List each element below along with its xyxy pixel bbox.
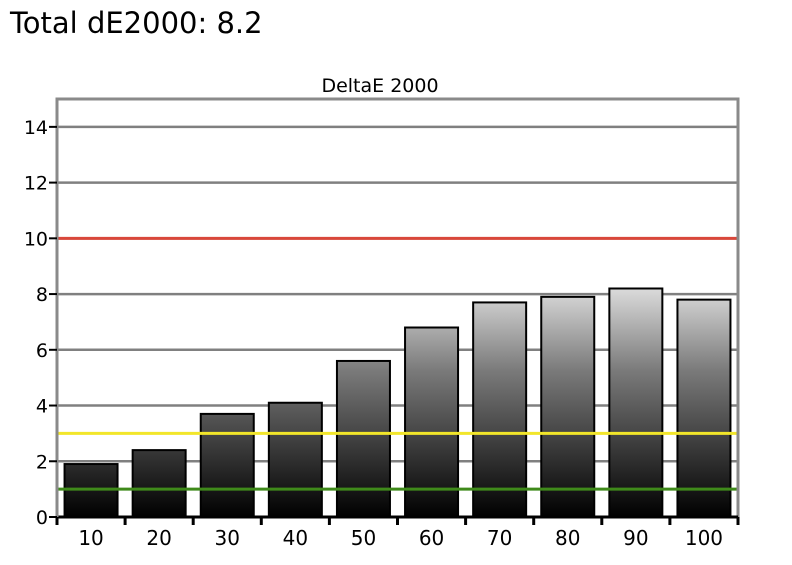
x-tick-label-10: 10 (78, 526, 103, 550)
y-tick-label-6: 6 (36, 340, 48, 362)
bar-20 (131, 449, 187, 518)
y-tick-label-2: 2 (36, 451, 48, 473)
bar-60 (404, 326, 460, 518)
x-tick-label-60: 60 (419, 526, 444, 550)
bar-40 (267, 401, 323, 519)
x-tick-label-90: 90 (623, 526, 648, 550)
y-tick-label-14: 14 (24, 117, 48, 139)
y-tick-label-8: 8 (36, 284, 48, 306)
bars (63, 287, 732, 519)
x-tick-label-80: 80 (555, 526, 580, 550)
x-tick-label-100: 100 (685, 526, 723, 550)
y-tick-label-4: 4 (36, 396, 48, 418)
reference-lines (57, 236, 738, 491)
bar-100 (676, 298, 732, 519)
bar-50 (335, 359, 391, 518)
y-tick-label-12: 12 (24, 173, 48, 195)
bar-30 (199, 412, 255, 519)
y-tick-label-10: 10 (24, 228, 48, 250)
bar-70 (472, 301, 528, 518)
x-tick-label-40: 40 (283, 526, 308, 550)
x-tick-label-50: 50 (351, 526, 376, 550)
bar-80 (540, 295, 596, 518)
axes: 0 2 4 6 8 10 12 14 10 20 30 40 50 60 70 80 90 100 (24, 99, 740, 550)
x-tick-label-30: 30 (215, 526, 240, 550)
bar-90 (608, 287, 664, 519)
x-tick-label-20: 20 (146, 526, 171, 550)
chart-title: DeltaE 2000 (321, 75, 438, 97)
y-tick-label-0: 0 (36, 507, 48, 529)
x-tick-label-70: 70 (487, 526, 512, 550)
page-title: Total dE2000: 8.2 (10, 6, 263, 40)
